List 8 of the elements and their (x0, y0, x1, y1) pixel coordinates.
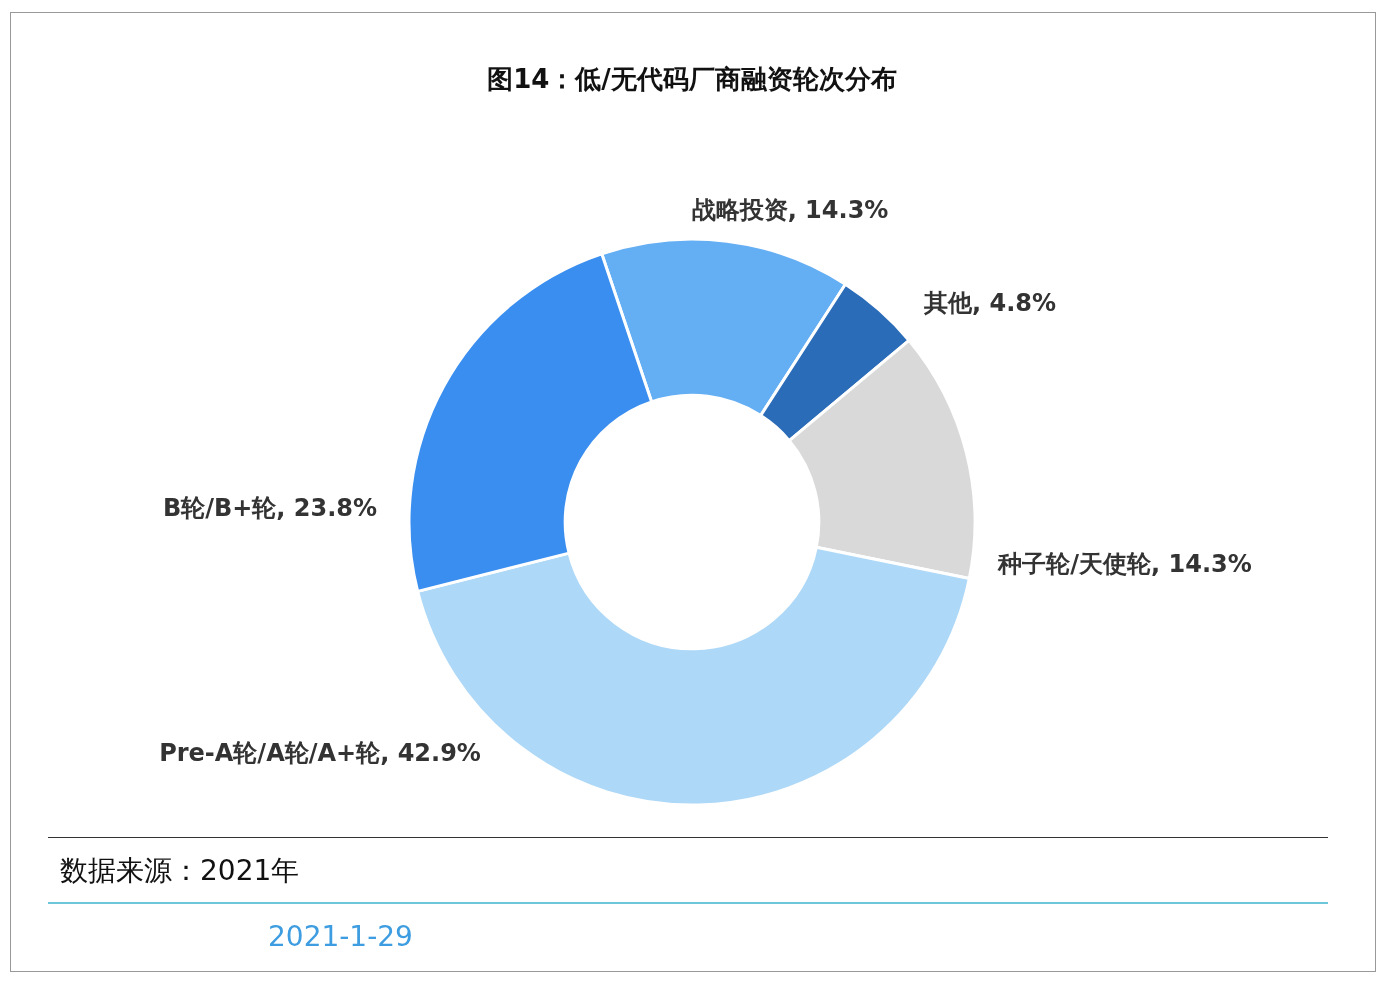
slice-label: 战略投资, 14.3% (691, 196, 889, 225)
chart-title: 图14：低/无代码厂商融资轮次分布 (486, 63, 898, 96)
text: 2021-1-29 (268, 920, 413, 953)
slice-label: Pre-A轮/A轮/A+轮, 42.9% (159, 739, 481, 768)
source-note: 数据来源：2021年 (60, 853, 300, 889)
slice-label: 其他, 4.8% (922, 289, 1057, 318)
slice-label: B轮/B+轮, 23.8% (162, 494, 378, 523)
slice-label: 种子轮/天使轮, 14.3% (997, 550, 1252, 579)
